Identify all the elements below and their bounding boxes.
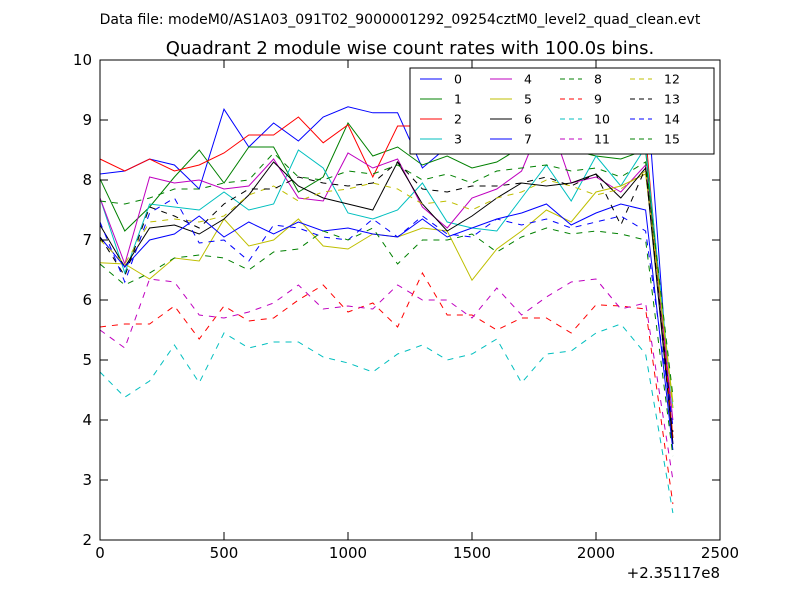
x-offset-label: +2.35117e8 — [627, 564, 720, 582]
series-line-3 — [99, 145, 674, 409]
series-line-13 — [99, 161, 674, 433]
series-line-15 — [99, 227, 674, 457]
x-tick-label: 1500 — [453, 544, 491, 562]
legend-label-2: 2 — [454, 112, 462, 127]
y-tick-label: 9 — [82, 111, 92, 129]
legend-label-15: 15 — [664, 132, 680, 147]
legend-label-12: 12 — [664, 72, 680, 87]
legend-label-3: 3 — [454, 132, 462, 147]
y-tick-label: 10 — [73, 51, 92, 69]
y-tick-label: 2 — [82, 531, 92, 549]
legend-label-1: 1 — [454, 92, 462, 107]
legend-label-0: 0 — [454, 72, 462, 87]
legend-label-10: 10 — [594, 112, 610, 127]
y-tick-label: 4 — [82, 411, 92, 429]
series-line-7 — [99, 203, 674, 451]
x-tick-label: 2000 — [577, 544, 615, 562]
legend-label-5: 5 — [524, 92, 532, 107]
y-tick-label: 3 — [82, 471, 92, 489]
y-tick-label: 6 — [82, 291, 92, 309]
series-line-10 — [99, 323, 674, 514]
y-tick-label: 5 — [82, 351, 92, 369]
y-tick-label: 8 — [82, 171, 92, 189]
legend-label-4: 4 — [524, 72, 532, 87]
series-line-12 — [99, 170, 674, 409]
series-line-8 — [99, 152, 674, 397]
legend-label-11: 11 — [594, 132, 610, 147]
x-tick-label: 500 — [210, 544, 239, 562]
y-tick-label: 7 — [82, 231, 92, 249]
legend-label-8: 8 — [594, 72, 602, 87]
series-layer — [99, 74, 674, 514]
legend-label-6: 6 — [524, 112, 532, 127]
suptitle: Data file: modeM0/AS1A03_091T02_90000012… — [100, 12, 701, 28]
x-tick-label: 0 — [95, 544, 105, 562]
legend-box — [409, 67, 715, 155]
chart-title: Quadrant 2 module wise count rates with … — [166, 38, 655, 59]
legend-label-14: 14 — [664, 112, 680, 127]
x-tick-label: 2500 — [701, 544, 739, 562]
legend-label-9: 9 — [594, 92, 602, 107]
legend-label-7: 7 — [524, 132, 532, 147]
x-tick-label: 1000 — [329, 544, 367, 562]
legend-label-13: 13 — [664, 92, 680, 107]
